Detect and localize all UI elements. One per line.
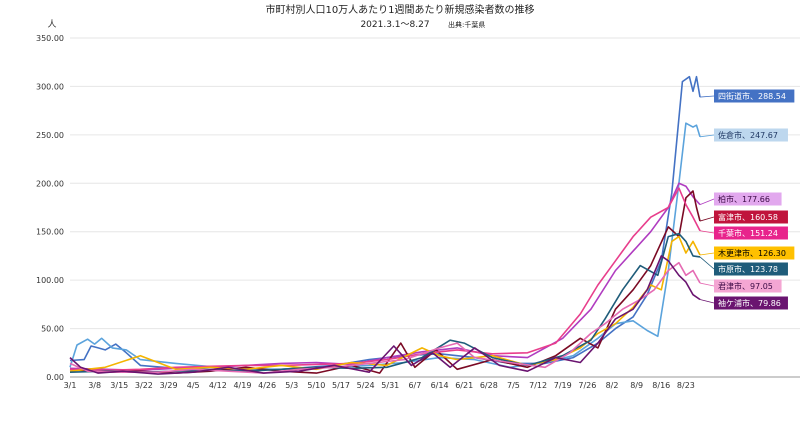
series-line-千葉市 (69, 187, 701, 371)
y-tick-label: 300.00 (36, 82, 64, 91)
series-label-text: 君津市、97.05 (718, 281, 773, 291)
series-label-text: 袖ケ浦市、79.86 (718, 298, 781, 308)
x-tick-label: 7/5 (507, 381, 520, 390)
x-tick-label: 5/31 (381, 381, 399, 390)
series-label-box (714, 192, 782, 206)
series-label-text: 四街道市、288.54 (718, 91, 786, 101)
series-label-box (714, 296, 788, 310)
x-tick-label: 4/26 (258, 381, 276, 390)
y-tick-label: 100.00 (36, 276, 64, 285)
series-label-text: 富津市、160.58 (718, 212, 778, 222)
series-label-leader (699, 95, 715, 98)
x-tick-label: 4/5 (187, 381, 200, 390)
series-label-text: 木更津市、126.30 (718, 248, 786, 258)
series-label-text: 千葉市、151.24 (718, 228, 778, 238)
chart-subtitle: 2021.3.1～8.27 (360, 20, 429, 30)
y-tick-label: 200.00 (36, 179, 64, 188)
y-tick-label: 50.00 (41, 325, 64, 334)
series-label-text: 市原市、123.78 (718, 264, 778, 274)
x-tick-label: 5/10 (307, 381, 325, 390)
series-label-box (714, 262, 788, 276)
x-tick-label: 8/2 (606, 381, 619, 390)
x-tick-label: 8/23 (677, 381, 695, 390)
y-axis-label: 人 (47, 19, 56, 30)
x-tick-label: 5/24 (357, 381, 375, 390)
x-tick-label: 3/8 (88, 381, 101, 390)
series-line-佐倉市 (69, 122, 701, 371)
series-line-四街道市 (69, 75, 701, 371)
x-tick-label: 3/22 (135, 381, 153, 390)
x-tick-label: 7/19 (554, 381, 572, 390)
x-tick-label: 4/19 (233, 381, 251, 390)
y-tick-label: 350.00 (36, 34, 64, 43)
x-tick-label: 3/29 (160, 381, 178, 390)
series-label-leader (699, 282, 715, 287)
series-label-box (714, 246, 795, 260)
y-tick-label: 250.00 (36, 131, 64, 140)
y-tick-label: 0.00 (46, 373, 64, 382)
x-tick-label: 8/16 (652, 381, 670, 390)
series-label-box (714, 279, 782, 293)
series-label-text: 佐倉市、247.67 (718, 130, 778, 140)
y-tick-label: 150.00 (36, 228, 64, 237)
x-tick-label: 6/21 (455, 381, 473, 390)
series-label-box (714, 128, 788, 142)
x-tick-label: 6/28 (480, 381, 498, 390)
x-tick-label: 7/12 (529, 381, 547, 390)
x-tick-label: 4/12 (209, 381, 227, 390)
series-label-leader (699, 198, 715, 205)
series-label-leader (699, 216, 715, 222)
x-tick-label: 5/17 (332, 381, 350, 390)
series-label-leader (699, 230, 715, 234)
series-label-leader (699, 252, 715, 256)
x-tick-label: 6/14 (431, 381, 449, 390)
x-tick-label: 3/15 (110, 381, 128, 390)
series-label-box (714, 210, 788, 224)
series-label-box (714, 226, 788, 240)
series-label-box (714, 89, 795, 103)
series-label-text: 柏市、177.66 (718, 194, 770, 204)
x-tick-label: 3/1 (64, 381, 77, 390)
series-label-leader (699, 134, 715, 138)
x-tick-label: 7/26 (578, 381, 596, 390)
x-tick-label: 6/7 (408, 381, 421, 390)
series-label-leader (699, 256, 715, 270)
x-tick-label: 8/9 (630, 381, 643, 390)
series-line-富津市 (69, 190, 701, 374)
x-tick-label: 5/3 (285, 381, 298, 390)
series-line-袖ケ浦市 (69, 255, 701, 375)
chart-title: 市町村別人口10万人あたり1週間あたり新規感染者数の推移 (265, 3, 534, 16)
chart-source: 出典:千葉県 (448, 20, 485, 29)
series-label-leader (699, 299, 715, 304)
